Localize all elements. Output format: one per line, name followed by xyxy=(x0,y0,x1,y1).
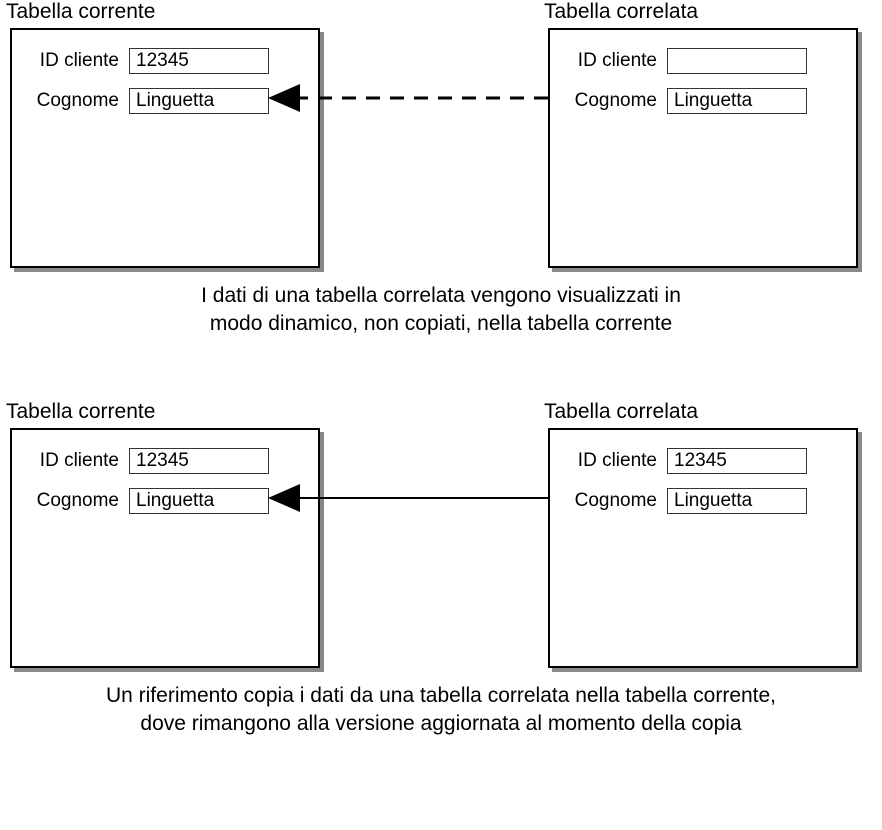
dashed-arrow xyxy=(0,0,882,300)
caption-line2-2: dove rimangono alla versione aggiornata … xyxy=(140,712,741,735)
caption-line1: I dati di una tabella correlata vengono … xyxy=(201,284,681,307)
caption-dynamic: I dati di una tabella correlata vengono … xyxy=(0,282,882,339)
caption-copy: Un riferimento copia i dati da una tabel… xyxy=(0,682,882,739)
caption-line1-2: Un riferimento copia i dati da una tabel… xyxy=(106,684,776,707)
caption-line2: modo dinamico, non copiati, nella tabell… xyxy=(210,312,672,335)
solid-arrow xyxy=(0,400,882,700)
